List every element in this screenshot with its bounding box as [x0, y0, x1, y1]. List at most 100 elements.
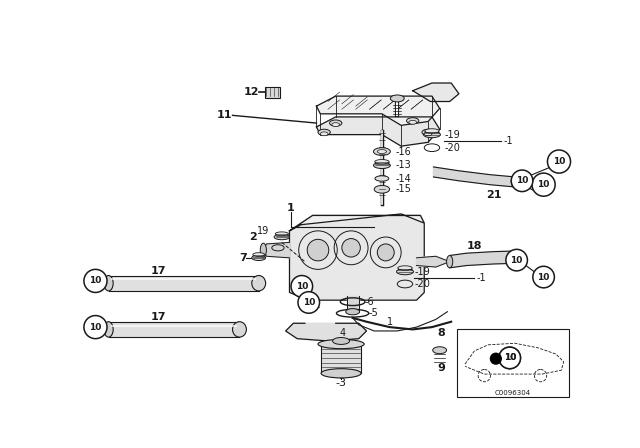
Ellipse shape	[332, 123, 340, 126]
Circle shape	[506, 250, 527, 271]
Ellipse shape	[433, 347, 447, 353]
Ellipse shape	[398, 266, 412, 270]
Polygon shape	[263, 242, 289, 258]
Circle shape	[547, 150, 570, 173]
Text: -1: -1	[504, 136, 513, 146]
Ellipse shape	[333, 337, 349, 345]
Circle shape	[298, 292, 319, 313]
Ellipse shape	[406, 118, 419, 124]
Text: -20: -20	[444, 143, 460, 153]
Text: 12: 12	[243, 87, 259, 97]
Circle shape	[291, 276, 312, 297]
Ellipse shape	[275, 232, 289, 236]
Text: 11: 11	[216, 110, 232, 121]
Ellipse shape	[321, 369, 361, 378]
Ellipse shape	[397, 269, 413, 275]
Polygon shape	[417, 256, 450, 267]
Ellipse shape	[232, 322, 246, 337]
Text: 19: 19	[257, 226, 269, 236]
Circle shape	[533, 266, 554, 288]
Text: 10: 10	[538, 272, 550, 281]
Ellipse shape	[374, 185, 390, 193]
Text: -5: -5	[369, 308, 379, 318]
Text: 10: 10	[296, 282, 308, 291]
Text: 17: 17	[151, 266, 166, 276]
Text: -19: -19	[414, 267, 430, 277]
Ellipse shape	[447, 255, 452, 268]
Circle shape	[84, 269, 107, 293]
Ellipse shape	[104, 276, 113, 291]
Text: 7: 7	[239, 253, 247, 263]
Ellipse shape	[374, 159, 389, 164]
Ellipse shape	[260, 243, 266, 257]
Text: 10: 10	[553, 157, 565, 166]
Ellipse shape	[515, 250, 523, 264]
Circle shape	[511, 170, 533, 192]
Ellipse shape	[373, 162, 390, 168]
Ellipse shape	[104, 322, 113, 337]
Ellipse shape	[424, 132, 432, 136]
Circle shape	[499, 347, 520, 369]
Text: 10: 10	[538, 180, 550, 189]
Ellipse shape	[330, 120, 342, 126]
Circle shape	[532, 173, 555, 196]
Ellipse shape	[378, 150, 387, 154]
Text: 10: 10	[303, 298, 315, 307]
Text: -3: -3	[335, 378, 347, 388]
Circle shape	[490, 353, 501, 364]
Text: 17: 17	[151, 312, 166, 322]
Ellipse shape	[409, 121, 417, 124]
Text: 2: 2	[250, 232, 257, 242]
Ellipse shape	[320, 132, 328, 136]
Text: 1: 1	[387, 317, 393, 327]
Ellipse shape	[511, 176, 519, 188]
Text: 10: 10	[516, 177, 528, 185]
Ellipse shape	[346, 309, 360, 315]
Ellipse shape	[422, 129, 435, 135]
Polygon shape	[450, 251, 519, 268]
Bar	[321, 344, 361, 373]
Polygon shape	[413, 83, 459, 102]
Text: 10: 10	[504, 353, 516, 362]
Ellipse shape	[373, 148, 390, 155]
Text: -15: -15	[396, 184, 412, 194]
Ellipse shape	[318, 129, 330, 135]
Text: -20: -20	[414, 279, 430, 289]
Text: -19: -19	[444, 129, 460, 140]
Text: -16: -16	[396, 146, 412, 156]
Text: -6: -6	[365, 297, 374, 307]
Ellipse shape	[253, 253, 264, 256]
Circle shape	[307, 239, 329, 261]
Circle shape	[84, 315, 107, 339]
Polygon shape	[348, 296, 359, 312]
Ellipse shape	[274, 234, 289, 240]
Text: 10: 10	[89, 276, 102, 285]
Text: -13: -13	[396, 160, 412, 170]
Polygon shape	[316, 96, 440, 125]
Polygon shape	[433, 167, 515, 187]
Text: 10: 10	[511, 256, 523, 265]
Circle shape	[378, 244, 394, 261]
Text: 10: 10	[504, 353, 516, 362]
Text: 21: 21	[486, 190, 501, 200]
Ellipse shape	[252, 276, 266, 291]
Ellipse shape	[375, 176, 389, 181]
Polygon shape	[289, 215, 424, 300]
Text: 18: 18	[467, 241, 482, 251]
Ellipse shape	[390, 95, 404, 102]
Text: 8: 8	[437, 327, 445, 337]
Bar	[109, 276, 259, 291]
Ellipse shape	[424, 132, 440, 138]
Text: 9: 9	[437, 363, 445, 373]
Text: 4: 4	[340, 327, 346, 337]
Circle shape	[342, 238, 360, 257]
Text: 1: 1	[287, 203, 295, 213]
Text: -1: -1	[477, 273, 486, 283]
Ellipse shape	[425, 129, 439, 133]
FancyBboxPatch shape	[265, 87, 280, 98]
Bar	[109, 322, 239, 337]
Polygon shape	[289, 214, 424, 231]
Ellipse shape	[252, 255, 266, 260]
Polygon shape	[316, 117, 440, 146]
Ellipse shape	[318, 340, 364, 349]
